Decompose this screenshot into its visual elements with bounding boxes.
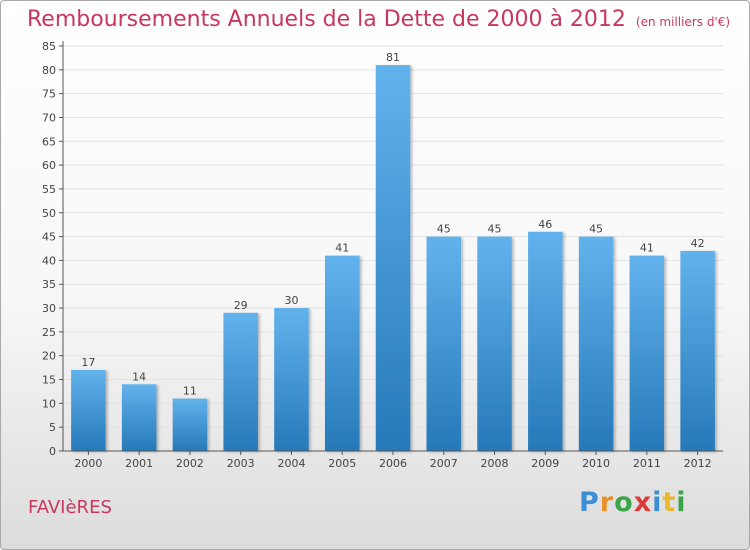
data-label: 14 (132, 370, 146, 383)
bars: 17 14 11 29 30 41 81 45 45 46 45 41 42 (71, 51, 715, 451)
y-tick-label: 0 (49, 445, 56, 458)
data-label: 17 (81, 356, 95, 369)
chart-title: Remboursements Annuels de la Dette de 20… (27, 7, 730, 32)
logo-letter: t (662, 487, 677, 518)
bar (71, 370, 106, 451)
y-tick-label: 80 (42, 64, 56, 77)
y-tick-label: 50 (42, 207, 56, 220)
data-label: 41 (640, 242, 654, 255)
bar (121, 384, 157, 451)
y-tick-label: 10 (42, 397, 56, 410)
logo-letter: i (676, 487, 687, 518)
bar (274, 308, 309, 451)
bar (477, 236, 512, 451)
y-tick-label: 70 (42, 111, 56, 124)
logo-letter: P (579, 487, 600, 518)
data-label: 41 (335, 242, 349, 255)
data-label: 81 (386, 51, 400, 64)
logo-letter: x (633, 487, 653, 518)
y-tick-label: 55 (42, 183, 56, 196)
bar (578, 236, 614, 451)
x-tick-label: 2009 (531, 457, 559, 470)
bar (172, 398, 208, 451)
y-tick-label: 60 (42, 159, 56, 172)
logo-letter: r (599, 487, 615, 518)
chart-unit: (en milliers d'€) (635, 15, 731, 29)
y-tick-label: 15 (42, 374, 56, 387)
y-tick-label: 75 (42, 88, 56, 101)
bar (528, 231, 563, 451)
x-tick-label: 2003 (227, 457, 255, 470)
y-tick-label: 35 (42, 278, 56, 291)
data-label: 30 (284, 294, 298, 307)
data-label: 46 (538, 218, 552, 231)
y-tick-label: 20 (42, 350, 56, 363)
chart-title-text: Remboursements Annuels de la Dette de 20… (27, 7, 626, 32)
data-label: 45 (589, 223, 603, 236)
y-tick-label: 25 (42, 326, 56, 339)
data-label: 11 (183, 385, 197, 398)
x-tick-label: 2012 (684, 457, 712, 470)
x-tick-label: 2002 (176, 457, 204, 470)
bar (324, 255, 360, 451)
bar (680, 250, 715, 451)
bar (223, 312, 258, 451)
x-tick-label: 2005 (328, 457, 356, 470)
commune-name: FAVIèRES (28, 497, 112, 518)
data-label: 45 (488, 223, 502, 236)
x-tick-label: 2011 (633, 457, 661, 470)
x-tick-label: 2000 (74, 457, 102, 470)
y-tick-label: 65 (42, 135, 56, 148)
proxiti-logo[interactable]: Proxiti (579, 487, 687, 518)
bar (375, 65, 411, 451)
x-tick-label: 2001 (125, 457, 153, 470)
y-tick-label: 40 (42, 254, 56, 267)
y-tick-label: 45 (42, 231, 56, 244)
axes: 0 5 10 15 20 25 30 35 40 45 50 55 60 65 70 75 80 85 2000 20… (42, 40, 723, 470)
bar (629, 255, 665, 451)
data-label: 45 (437, 223, 451, 236)
y-tick-label: 5 (49, 421, 56, 434)
x-tick-label: 2010 (582, 457, 610, 470)
bar (426, 236, 462, 451)
y-tick-label: 85 (42, 40, 56, 53)
y-tick-label: 30 (42, 302, 56, 315)
x-tick-label: 2006 (379, 457, 407, 470)
data-label: 42 (691, 237, 705, 250)
x-tick-label: 2004 (277, 457, 305, 470)
x-tick-label: 2007 (430, 457, 458, 470)
logo-letter: i (652, 487, 663, 518)
data-label: 29 (234, 299, 248, 312)
logo-letter: o (614, 487, 634, 518)
x-tick-label: 2008 (481, 457, 509, 470)
